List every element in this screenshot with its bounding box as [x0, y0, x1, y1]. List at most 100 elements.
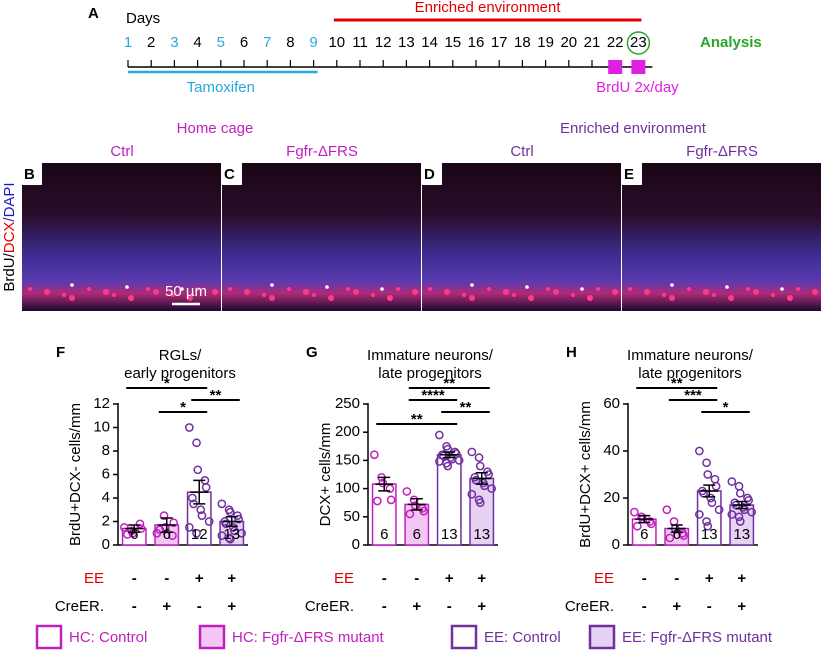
data-point	[185, 423, 194, 432]
brdu-speck	[180, 287, 184, 291]
day-label: 9	[309, 34, 317, 51]
y-tick-label: 4	[102, 489, 110, 506]
data-point	[710, 474, 720, 484]
data-point	[702, 517, 711, 526]
condition-mark: +	[227, 598, 236, 615]
data-point	[735, 488, 745, 498]
cell-speck	[353, 289, 359, 295]
data-point	[467, 489, 477, 499]
significance-label: **	[460, 399, 472, 416]
condition-mark: +	[477, 570, 486, 587]
cell-speck	[662, 293, 666, 297]
y-tick-label: 0	[612, 536, 620, 553]
n-label: 6	[673, 526, 681, 543]
y-tick-label: 12	[93, 395, 110, 412]
brdu-speck	[470, 283, 474, 287]
data-point	[193, 465, 203, 475]
data-point	[443, 444, 453, 454]
day-label: 18	[514, 34, 531, 51]
brdu-speck	[380, 287, 384, 291]
stain-part: BrdU/	[1, 252, 18, 291]
condition-mark: -	[132, 570, 137, 587]
n-label: 6	[640, 526, 648, 543]
n-label: 13	[223, 526, 240, 543]
y-tick-label: 8	[102, 442, 110, 459]
day-label: 7	[263, 34, 271, 51]
day-label: 4	[193, 34, 201, 51]
y-tick-label: 0	[102, 536, 110, 553]
panel-letter: A	[88, 5, 99, 22]
cell-speck	[212, 289, 218, 295]
scale-bar-label: 50 µm	[165, 283, 207, 300]
data-point	[192, 528, 201, 538]
data-point	[188, 493, 197, 503]
micrograph	[422, 163, 621, 311]
cell-speck	[187, 295, 193, 301]
error-bar	[667, 524, 686, 533]
brdu-square	[608, 60, 623, 74]
condition-mark: -	[707, 598, 712, 615]
chart-title: late progenitors	[638, 365, 741, 382]
n-label: 12	[191, 526, 208, 543]
data-point	[467, 447, 477, 457]
image-group-label: Home cage	[177, 120, 254, 137]
day-label: 14	[421, 34, 438, 51]
data-point	[735, 517, 745, 526]
data-point	[419, 506, 428, 516]
panel-letter: D	[424, 166, 435, 183]
data-point	[409, 495, 419, 505]
cell-speck	[103, 289, 109, 295]
data-point	[646, 519, 656, 529]
condition-mark: -	[674, 570, 679, 587]
data-point	[385, 484, 395, 493]
error-bar	[125, 524, 144, 533]
data-point	[714, 505, 724, 515]
brdu-speck	[325, 285, 329, 289]
cell-speck	[487, 287, 491, 291]
data-point	[123, 530, 132, 539]
cell-speck	[462, 293, 466, 297]
cell-speck	[112, 293, 116, 297]
cell-speck	[628, 287, 632, 291]
brdu-speck	[70, 283, 74, 287]
cell-speck	[546, 287, 550, 291]
data-point	[706, 493, 716, 503]
significance-label: **	[443, 375, 455, 392]
cell-speck	[571, 293, 575, 297]
cell-speck	[171, 293, 175, 297]
condition-mark: -	[642, 570, 647, 587]
data-point	[224, 533, 234, 543]
day-label: 10	[328, 34, 345, 51]
data-point	[665, 533, 675, 543]
stain-part: /DAPI	[1, 182, 18, 221]
y-axis-label: BrdU+DCX+ cells/mm	[577, 401, 594, 548]
condition-mark: -	[447, 598, 452, 615]
data-point	[711, 481, 721, 491]
micrograph-image	[622, 163, 821, 311]
data-point	[197, 511, 207, 520]
panel-letter: E	[624, 166, 634, 183]
condition-mark: -	[164, 570, 169, 587]
day-label: 13	[398, 34, 415, 51]
cell-speck	[771, 293, 775, 297]
n-label: 6	[413, 526, 421, 543]
cell-speck	[371, 293, 375, 297]
cell-speck	[587, 295, 593, 301]
cell-speck	[512, 293, 516, 297]
day-label: 17	[491, 34, 508, 51]
cell-speck	[28, 287, 32, 291]
day-label: 8	[286, 34, 294, 51]
cell-speck	[287, 287, 291, 291]
legend-label: HC: Control	[69, 629, 147, 646]
data-point	[703, 470, 713, 479]
y-tick-label: 200	[335, 423, 360, 440]
cell-speck	[553, 289, 559, 295]
day-label: 6	[240, 34, 248, 51]
enriched-label: Enriched environment	[415, 0, 562, 16]
y-tick-label: 6	[102, 465, 110, 482]
data-point	[237, 528, 246, 538]
condition-mark: -	[382, 570, 387, 587]
data-point	[702, 458, 711, 468]
condition-mark: -	[382, 598, 387, 615]
